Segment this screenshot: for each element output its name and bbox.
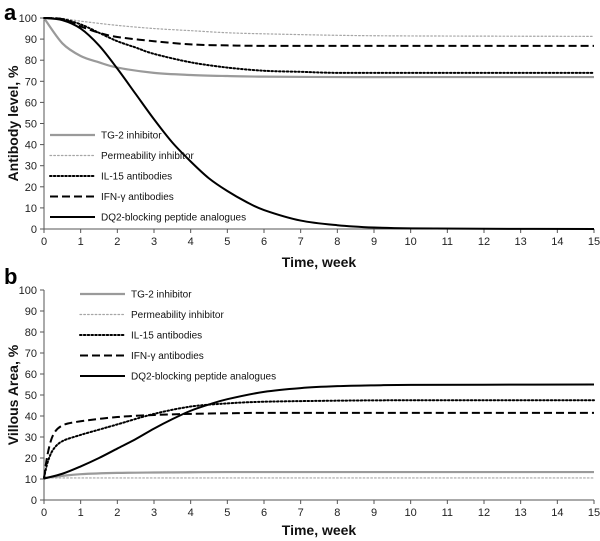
panel-b-x-tick-label: 15 [588, 507, 600, 519]
panel-b-legend-label-4: IFN-γ antibodies [131, 351, 204, 362]
panel-b-series-line-4 [43, 411, 594, 479]
panel-b-x-tick-label: 6 [261, 507, 267, 519]
panel-a-series-line-3 [43, 17, 595, 74]
panel-a-y-tick-label: 80 [25, 55, 37, 67]
panel-b-x-tick-label: 8 [334, 507, 340, 519]
panel-b-y-tick-label: 50 [25, 390, 37, 402]
panel-a-x-tick-label: 9 [371, 236, 377, 248]
panel-a-x-tick-label: 2 [114, 236, 120, 248]
panel-a-x-tick-label: 8 [334, 236, 340, 248]
panel-b-legend-label-2: Permeability inhibitor [131, 310, 224, 321]
panel-a-y-tick-label: 90 [25, 34, 37, 46]
panel-a-series-line-4 [43, 17, 594, 47]
panel-a-y-tick-label: 100 [19, 13, 37, 25]
panel-b-x-tick-label: 2 [114, 507, 120, 519]
panel-b-x-tick-label: 10 [405, 507, 417, 519]
panel-b-x-tick-label: 7 [298, 507, 304, 519]
panel-b-x-tick-label: 12 [478, 507, 490, 519]
panel-a-x-tick-label: 6 [261, 236, 267, 248]
panel-b-x-tick-label: 4 [188, 507, 194, 519]
panel-b-series-line-1 [43, 470, 594, 480]
panel-a-legend-label-2: Permeability inhibitor [101, 151, 194, 162]
panel-b-y-axis-title: Villous Area, % [5, 344, 21, 445]
panel-b-x-tick-label: 5 [224, 507, 230, 519]
panel-a-x-tick-label: 10 [405, 236, 417, 248]
panel-b-series-line-5 [43, 383, 595, 480]
panel-a-y-tick-label: 70 [25, 76, 37, 88]
panel-b-x-axis-title: Time, week [282, 522, 357, 538]
panel-b-y-tick-label: 10 [25, 474, 37, 486]
panel-a-x-tick-label: 12 [478, 236, 490, 248]
panel-a-series-line-2 [43, 17, 595, 37]
panel-b-legend-label-1: TG-2 inhibitor [131, 290, 192, 301]
panel-a-y-tick-label: 40 [25, 140, 37, 152]
panel-b-y-tick-label: 90 [25, 306, 37, 318]
panel-b-x-tick-label: 1 [78, 507, 84, 519]
panel-a-y-tick-label: 60 [25, 97, 37, 109]
panel-a-y-axis-title: Antibody level, % [5, 65, 21, 181]
panel-a-series-line-1 [43, 17, 594, 79]
panel-a-x-tick-label: 7 [298, 236, 304, 248]
panel-a-y-tick-label: 50 [25, 119, 37, 131]
panel-a-x-tick-label: 14 [551, 236, 563, 248]
panel-a-legend-label-3: IL-15 antibodies [101, 172, 172, 183]
panel-a-x-tick-label: 1 [78, 236, 84, 248]
panel-b-y-tick-label: 100 [19, 285, 37, 297]
panel-a-y-tick-label: 0 [31, 224, 37, 236]
panel-b-y-tick-label: 80 [25, 327, 37, 339]
panel-b-legend-label-3: IL-15 antibodies [131, 331, 202, 342]
panel-a-x-tick-label: 5 [224, 236, 230, 248]
panel-a-y-tick-label: 20 [25, 182, 37, 194]
panel-b-x-tick-label: 11 [442, 507, 453, 519]
panel-a-legend-label-1: TG-2 inhibitor [101, 131, 162, 142]
panel-b-x-tick-label: 14 [551, 507, 563, 519]
panel-a-x-tick-label: 3 [151, 236, 157, 248]
panel-a-x-tick-label: 11 [442, 236, 453, 248]
panel-a-x-tick-label: 4 [188, 236, 194, 248]
panel-b-x-tick-label: 3 [151, 507, 157, 519]
panel-a-x-tick-label: 0 [41, 236, 47, 248]
panel-b-y-tick-label: 40 [25, 411, 37, 423]
panel-a-legend-label-5: DQ2-blocking peptide analogues [101, 213, 246, 224]
panel-a-x-tick-label: 15 [588, 236, 600, 248]
panel-a-label: a [4, 0, 17, 25]
panel-a-legend-label-4: IFN-γ antibodies [101, 192, 174, 203]
panel-b-legend-label-5: DQ2-blocking peptide analogues [131, 372, 276, 383]
panel-b-y-tick-label: 30 [25, 432, 37, 444]
panel-b-series-line-3 [43, 399, 595, 479]
panel-a-series-line-5 [43, 17, 595, 230]
panel-b-y-tick-label: 0 [31, 495, 37, 507]
panel-a-y-tick-label: 30 [25, 161, 37, 173]
panel-a-x-tick-label: 13 [515, 236, 527, 248]
panel-b-x-tick-label: 0 [41, 507, 47, 519]
panel-a-y-tick-label: 10 [25, 203, 37, 215]
panel-b-y-tick-label: 70 [25, 348, 37, 360]
panel-b-label: b [4, 264, 17, 289]
panel-b-y-tick-label: 60 [25, 369, 37, 381]
panel-b-y-tick-label: 20 [25, 453, 37, 465]
panel-b-x-tick-label: 9 [371, 507, 377, 519]
panel-a-x-axis-title: Time, week [282, 254, 357, 270]
panel-b-x-tick-label: 13 [515, 507, 527, 519]
